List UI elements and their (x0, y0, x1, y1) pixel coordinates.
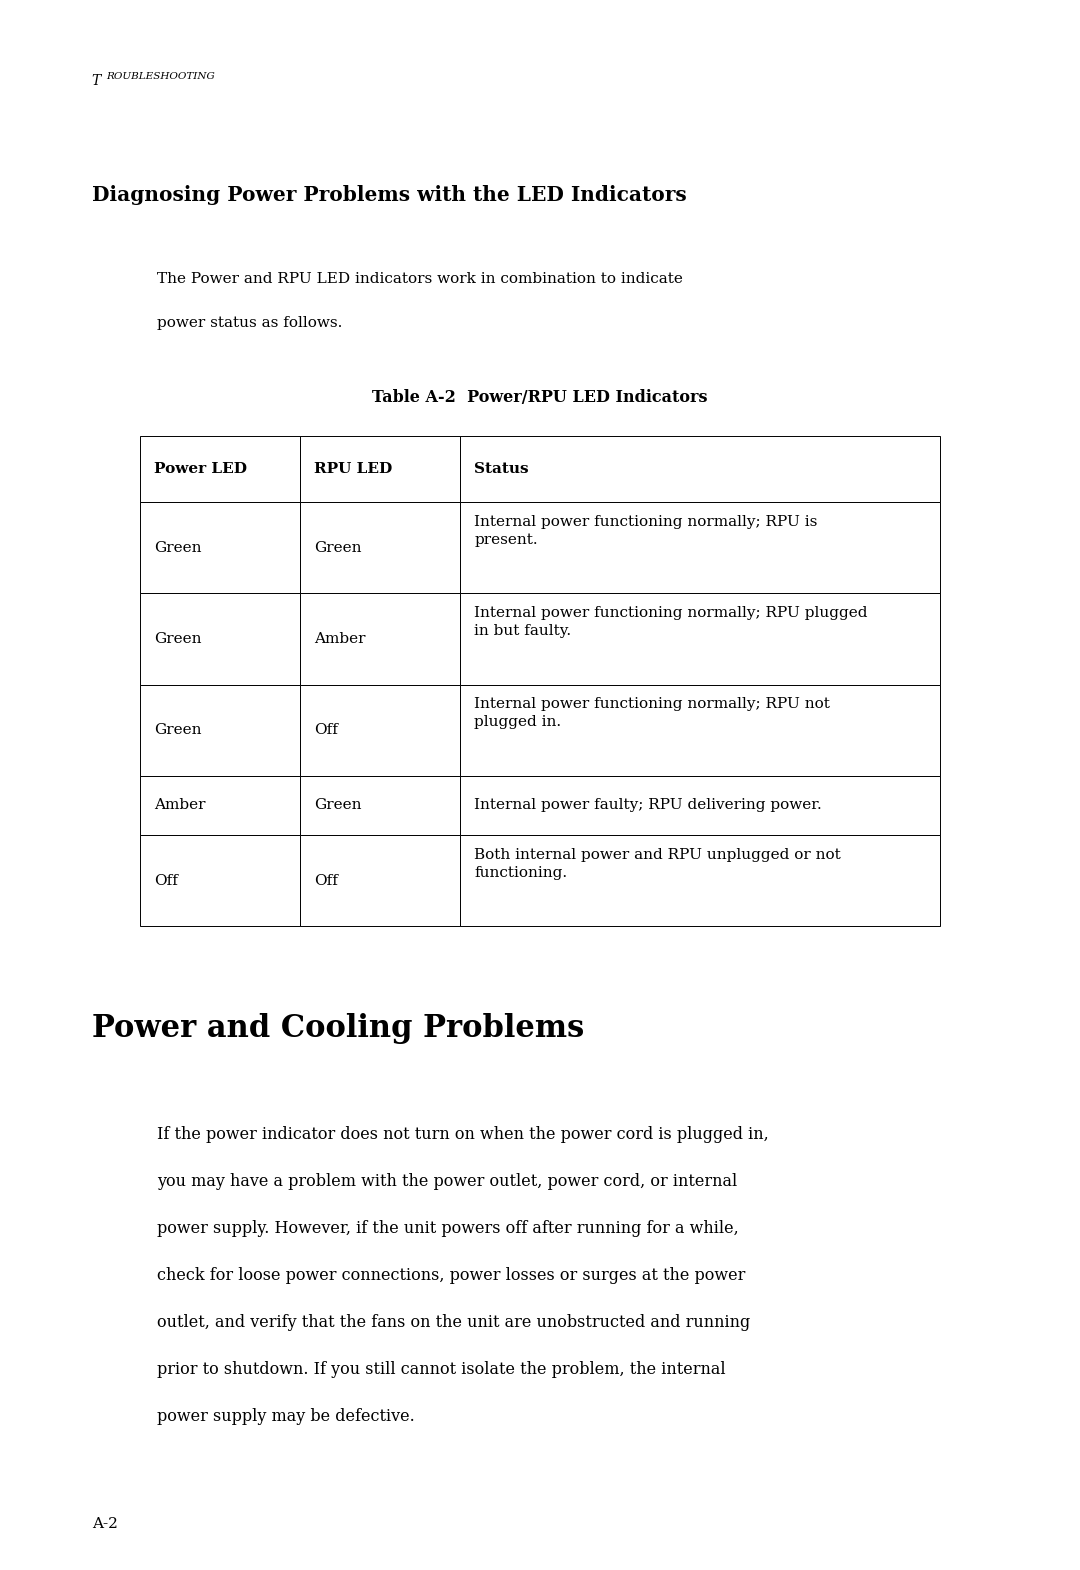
Bar (300, 776, 460, 835)
Bar (140, 776, 300, 835)
Bar (460, 502, 940, 593)
Bar (460, 436, 940, 502)
Text: Green: Green (314, 799, 362, 812)
Text: power supply. However, if the unit powers off after running for a while,: power supply. However, if the unit power… (157, 1220, 739, 1237)
Text: prior to shutdown. If you still cannot isolate the problem, the internal: prior to shutdown. If you still cannot i… (157, 1361, 726, 1378)
Bar (460, 685, 940, 776)
Text: Green: Green (154, 724, 202, 736)
Text: Internal power faulty; RPU delivering power.: Internal power faulty; RPU delivering po… (474, 799, 822, 812)
Text: Off: Off (314, 724, 338, 736)
Bar (300, 593, 460, 685)
Text: Table A-2  Power/RPU LED Indicators: Table A-2 Power/RPU LED Indicators (373, 389, 707, 407)
Text: power supply may be defective.: power supply may be defective. (157, 1408, 415, 1426)
Text: Internal power functioning normally; RPU plugged
in but faulty.: Internal power functioning normally; RPU… (474, 606, 867, 639)
Text: Power LED: Power LED (154, 463, 247, 476)
Text: power status as follows.: power status as follows. (157, 316, 342, 330)
Text: Internal power functioning normally; RPU is
present.: Internal power functioning normally; RPU… (474, 515, 818, 548)
Text: check for loose power connections, power losses or surges at the power: check for loose power connections, power… (157, 1267, 745, 1284)
Bar (300, 502, 460, 593)
Text: Green: Green (154, 633, 202, 645)
Text: Power and Cooling Problems: Power and Cooling Problems (92, 1013, 584, 1044)
Text: Internal power functioning normally; RPU not
plugged in.: Internal power functioning normally; RPU… (474, 697, 831, 730)
Text: Off: Off (314, 874, 338, 887)
Text: Diagnosing Power Problems with the LED Indicators: Diagnosing Power Problems with the LED I… (92, 185, 687, 206)
Bar (300, 685, 460, 776)
Bar (140, 685, 300, 776)
Text: outlet, and verify that the fans on the unit are unobstructed and running: outlet, and verify that the fans on the … (157, 1314, 750, 1331)
Text: Green: Green (314, 542, 362, 554)
Text: Green: Green (154, 542, 202, 554)
Text: The Power and RPU LED indicators work in combination to indicate: The Power and RPU LED indicators work in… (157, 272, 683, 286)
Bar (460, 593, 940, 685)
Text: Off: Off (154, 874, 178, 887)
Text: ROUBLESHOOTING: ROUBLESHOOTING (106, 72, 215, 82)
Bar (140, 835, 300, 926)
Bar (140, 593, 300, 685)
Bar (140, 502, 300, 593)
Text: A-2: A-2 (92, 1517, 118, 1531)
Bar (140, 436, 300, 502)
Text: Both internal power and RPU unplugged or not
functioning.: Both internal power and RPU unplugged or… (474, 848, 841, 881)
Text: Status: Status (474, 463, 529, 476)
Text: you may have a problem with the power outlet, power cord, or internal: you may have a problem with the power ou… (157, 1173, 737, 1190)
Bar (300, 835, 460, 926)
Text: Amber: Amber (154, 799, 206, 812)
Bar (300, 436, 460, 502)
Text: If the power indicator does not turn on when the power cord is plugged in,: If the power indicator does not turn on … (157, 1126, 768, 1143)
Bar (460, 776, 940, 835)
Text: RPU LED: RPU LED (314, 463, 392, 476)
Text: T: T (92, 74, 102, 88)
Text: Amber: Amber (314, 633, 366, 645)
Bar (460, 835, 940, 926)
